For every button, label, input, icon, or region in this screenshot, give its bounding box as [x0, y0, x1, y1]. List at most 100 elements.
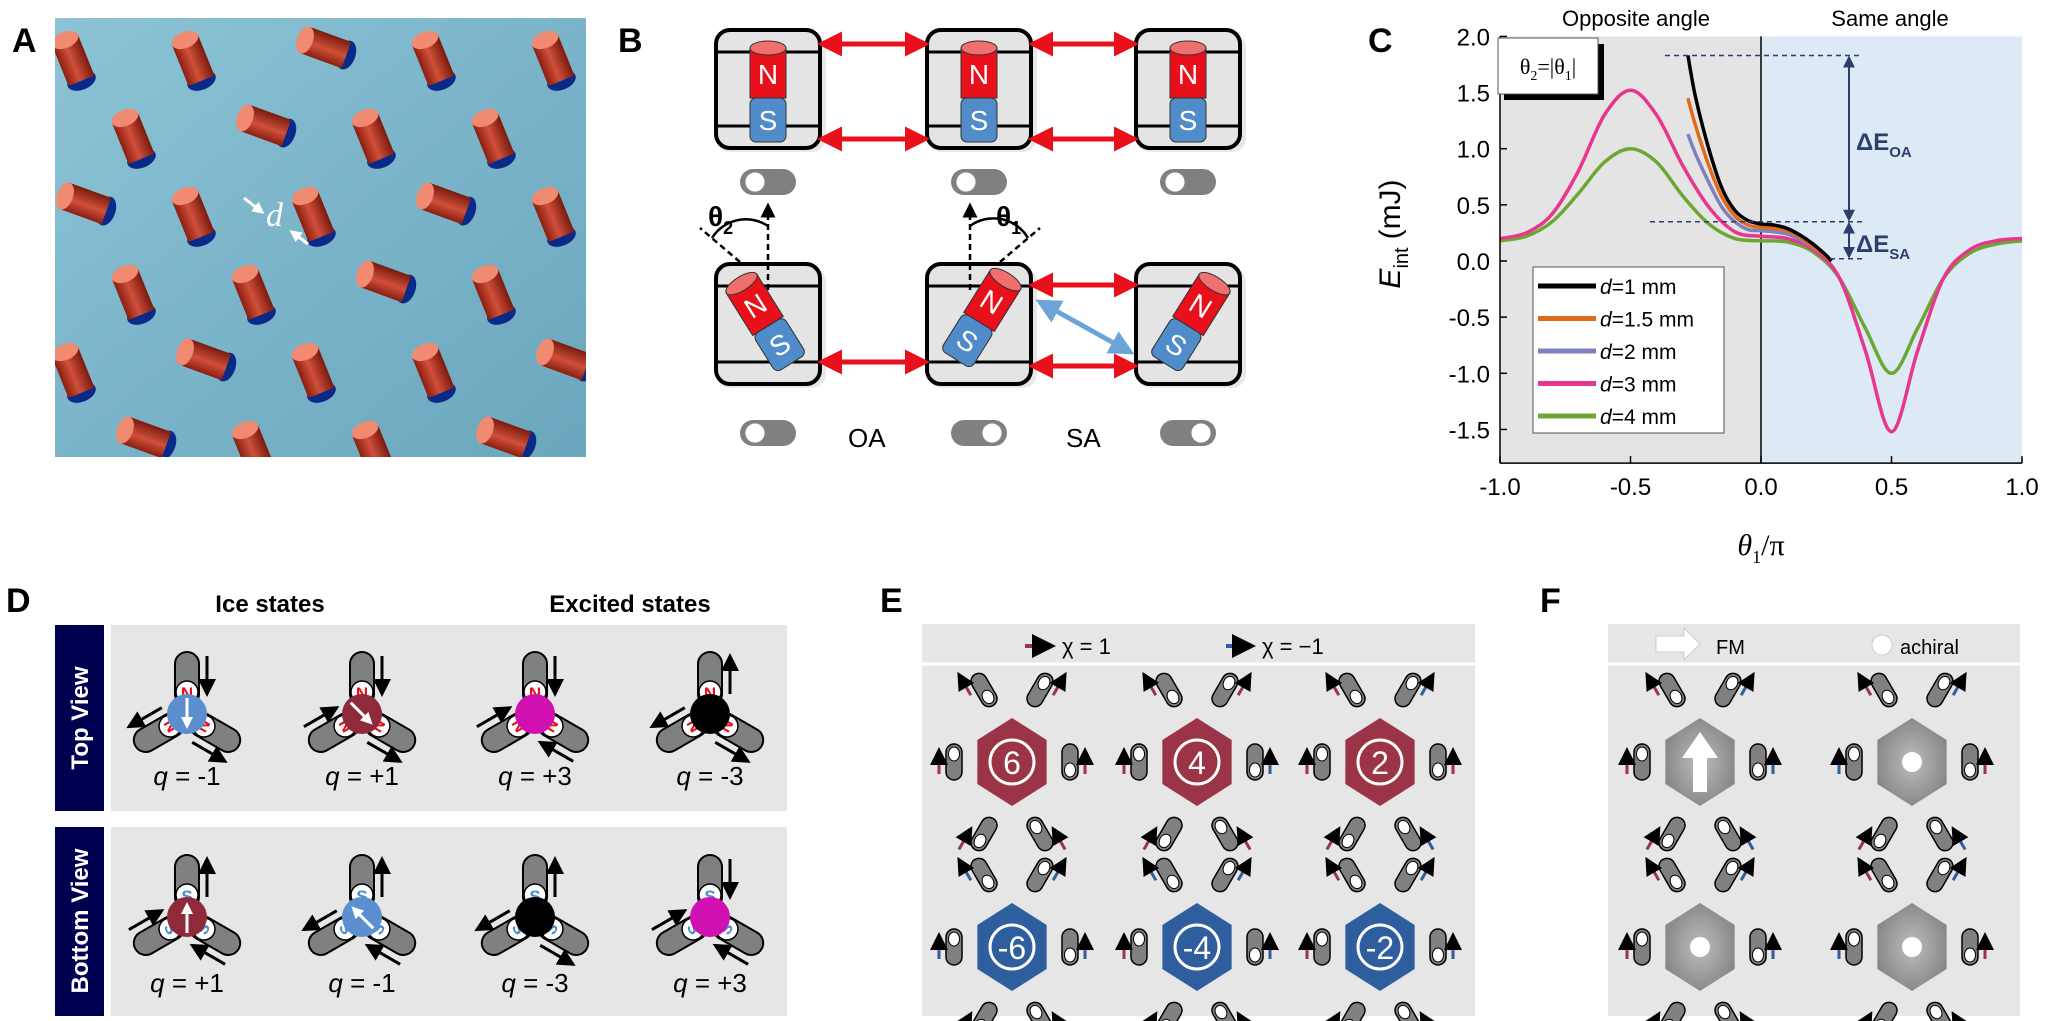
tilt-axis-dashed: [999, 227, 1041, 263]
achiral-dot-icon: [1871, 634, 1893, 656]
south-label: S: [970, 105, 989, 136]
delta-e-oa-label: ΔEOA: [1856, 129, 1912, 161]
nanomagnet: [1618, 928, 1651, 966]
pole-marker: [1341, 833, 1355, 849]
toggle-knob: [955, 171, 977, 193]
nanomagnet: [1026, 671, 1067, 708]
winding-number: -6: [998, 930, 1026, 966]
chart-legend: d=1 mm d=1.5 mm d=2 mm d=3 mm d=4 mm: [1532, 266, 1725, 434]
nanomagnet: [1429, 928, 1462, 966]
cylinder-magnet: [351, 108, 396, 169]
cylinder-top: [416, 182, 434, 210]
chirality-arrow: [957, 856, 975, 882]
cylinder-top: [356, 260, 374, 288]
pole-marker: [973, 1018, 987, 1021]
pole-marker: [1166, 689, 1180, 705]
bar-magnet: NS: [749, 40, 787, 143]
pole-marker: [1397, 1004, 1411, 1020]
nanomagnet: [1749, 928, 1782, 966]
north-label: N: [969, 59, 989, 90]
cylinder-top: [55, 342, 79, 362]
x-tick-label: 1.0: [2005, 474, 2038, 501]
chirality-arrow: [1951, 826, 1969, 851]
winding-number: -4: [1183, 930, 1211, 966]
pole-marker: [1214, 1004, 1228, 1020]
series-line-d-3-mm: [1499, 88, 2023, 434]
bottom-view-label: Bottom View: [67, 848, 94, 993]
pole-marker: [1405, 675, 1419, 691]
nanomagnet: [1026, 1001, 1069, 1021]
south-label: S: [1179, 105, 1198, 136]
cylinder-magnet: [111, 264, 156, 325]
spin-arrow-out: [191, 741, 228, 763]
ball-moment-arrow-icon: [349, 701, 373, 725]
cylinder-top: [471, 264, 499, 284]
pole-marker: [1029, 1004, 1043, 1020]
pole-letter: S: [704, 887, 715, 906]
pole-marker: [1848, 931, 1860, 947]
achiral-vertex: [1830, 856, 1994, 1021]
chirality-arrow: [1857, 671, 1875, 697]
nanomagnet-body: [1870, 1001, 1898, 1021]
pole-letter: S: [181, 887, 192, 906]
pole-marker: [1029, 819, 1043, 835]
chiral-vertex--4: -4: [1115, 856, 1279, 1021]
cylinder-top: [231, 420, 259, 440]
spin-arrow-in: [476, 706, 513, 728]
top-view-label-bg: [55, 625, 104, 811]
excited-states-title: Excited states: [549, 591, 710, 618]
sa-label: SA: [1066, 423, 1101, 453]
nanomagnet: [1140, 816, 1183, 852]
nanomagnet: [1645, 671, 1686, 708]
circulation-circle-icon: [1356, 923, 1404, 971]
nanomagnet: [1115, 743, 1148, 781]
nanomagnet: [1961, 928, 1994, 966]
interaction-arrow: [1035, 299, 1135, 355]
nanomagnet: [1115, 928, 1148, 966]
spin-arrow-in: [537, 740, 574, 763]
nanomagnet: [930, 743, 963, 781]
cylinder-magnet: [471, 264, 516, 325]
chirality-arrow: [1643, 1011, 1661, 1021]
achiral-dot-icon: [1902, 937, 1922, 957]
chirality-arrow: [955, 826, 973, 851]
y-tick-label: -1.5: [1449, 417, 1490, 444]
pole-marker: [948, 931, 960, 947]
pole-marker: [1064, 947, 1076, 963]
pole-marker: [1064, 762, 1076, 778]
pole-marker: [1752, 947, 1764, 963]
nanomagnet: [1394, 816, 1437, 852]
chirality-arrow: [1325, 671, 1343, 697]
cylinder-magnet: [536, 338, 586, 382]
panel-label-b: B: [618, 22, 643, 60]
charge-label: q = -1: [328, 968, 395, 998]
nanomagnet-body: [1338, 1001, 1366, 1021]
pole-marker: [1037, 675, 1051, 691]
chiral-vertex--6: -6: [930, 856, 1094, 1021]
cylinder-top: [111, 108, 139, 128]
chirality-arrow: [1855, 826, 1873, 851]
nanomagnet: [1645, 856, 1686, 893]
panel-f-fm-achiral-vertices: FM achiral: [1608, 624, 2020, 1021]
x-tick-label: 0.0: [1744, 474, 1777, 501]
pole-marker: [1636, 931, 1648, 947]
bar-magnet: NS: [960, 40, 998, 143]
nanomagnet: [1246, 928, 1279, 966]
nanomagnet: [1830, 928, 1863, 966]
hexagon-plaquette: [1345, 718, 1415, 806]
cylinder-top: [231, 264, 259, 284]
achiral-vertex: [1618, 856, 1782, 1021]
pole-marker: [1752, 762, 1764, 778]
cylinder-magnet: [592, 101, 660, 150]
nanomagnet: [1140, 1001, 1183, 1021]
pole-marker: [1158, 833, 1172, 849]
chiral-vertex-6: 6: [930, 671, 1094, 852]
spin-arrow-out: [301, 909, 338, 932]
ice-states-title: Ice states: [215, 591, 324, 618]
nanomagnet: [1298, 743, 1331, 781]
theta1-label: θ1: [996, 201, 1021, 238]
ball-arrow-line: [349, 701, 373, 725]
cylinder-top: [55, 30, 79, 50]
south-label: S: [759, 105, 778, 136]
chiral-vertex-2: 2: [1298, 671, 1462, 852]
